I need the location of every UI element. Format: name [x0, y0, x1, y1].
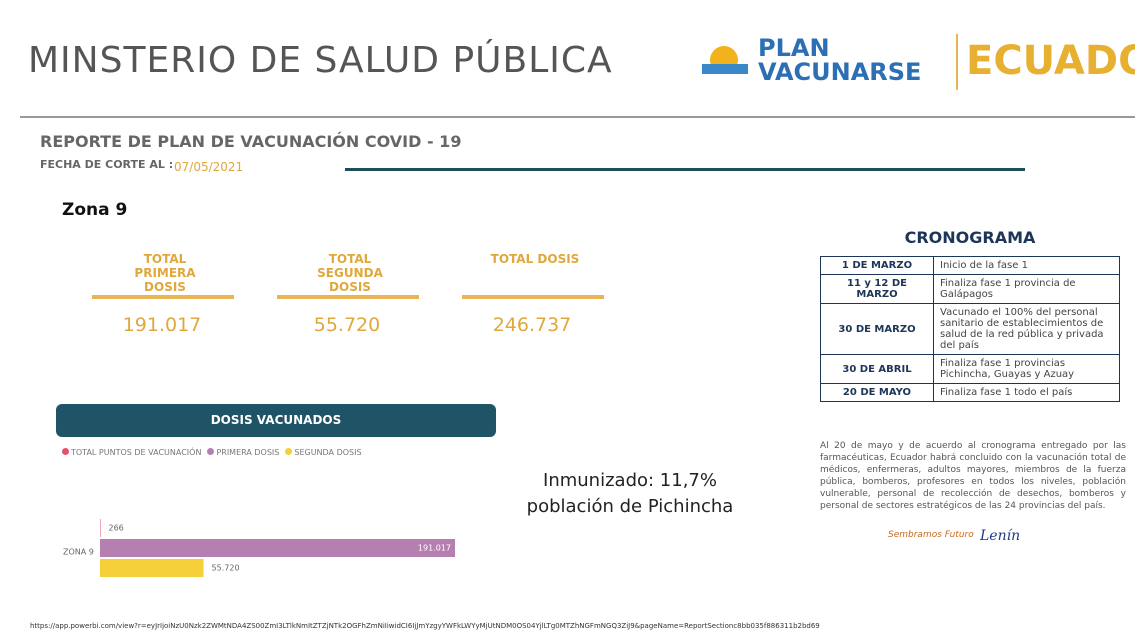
legend-label: PRIMERA DOSIS [216, 448, 280, 457]
note: Inmunizado: 11,7% población de Pichincha [515, 468, 745, 520]
schedule-table: 1 DE MARZO Inicio de la fase 1 11 y 12 DE … [820, 256, 1120, 402]
bar [100, 519, 101, 537]
report-title: REPORTE DE PLAN DE VACUNACIÓN COVID - 19 [40, 132, 462, 151]
kpi-value: 55.720 [313, 314, 381, 336]
kpi-value: 191.017 [122, 314, 202, 336]
chart: ZONA 9 266 191.017 55.720 [63, 519, 455, 577]
schedule-desc: Inicio de la fase 1 [933, 256, 1120, 275]
kpi-label: TOTAL SEGUNDA DOSIS [317, 252, 383, 294]
divider [956, 34, 958, 90]
logo-sembramos: Sembramos Futuro [888, 530, 974, 540]
schedule-date: 30 DE MARZO [820, 303, 934, 355]
rule [20, 116, 1135, 118]
schedule-date: 11 y 12 DE MARZO [820, 274, 934, 304]
bar [100, 559, 204, 577]
schedule-title: CRONOGRAMA [904, 228, 1036, 247]
schedule-row: 30 DE MARZO Vacunado el 100% del personal… [820, 303, 1120, 355]
note-line2: población de Pichincha [526, 496, 734, 517]
schedule-date: 20 DE MAYO [820, 383, 934, 402]
rule2 [345, 168, 1025, 171]
value-label: 191.017 [418, 544, 451, 553]
legend-dot [285, 448, 293, 455]
legend-dot [207, 448, 215, 455]
paragraph: Al 20 de mayo y de acuerdo al cronograma… [820, 441, 1126, 511]
schedule-date: 1 DE MARZO [820, 256, 934, 275]
schedule-desc: Finaliza fase 1 provincia de Galápagos [933, 274, 1120, 304]
ministry: MINSTERIO DE SALUD PÚBLICA [28, 40, 613, 81]
schedule-desc: Finaliza fase 1 provincias Pichincha, Gu… [933, 354, 1120, 384]
chart-title: DOSIS VACUNADOS [56, 404, 496, 437]
schedule-row: 1 DE MARZO Inicio de la fase 1 [820, 256, 1120, 275]
logo-line1: PLAN [758, 34, 830, 62]
category-label: ZONA 9 [63, 548, 94, 557]
schedule-date: 30 DE ABRIL [820, 354, 934, 384]
legend-label: TOTAL PUNTOS DE VACUNACIÓN [71, 448, 202, 457]
legend-item: SEGUNDA DOSIS [285, 448, 362, 457]
kpi-label: TOTAL PRIMERA DOSIS [134, 252, 196, 294]
legend-item: TOTAL PUNTOS DE VACUNACIÓN [62, 448, 201, 457]
logo-line2: VACUNARSE [758, 58, 922, 86]
schedule-row: 20 DE MAYO Finaliza fase 1 todo el país [820, 383, 1120, 402]
schedule-row: 30 DE ABRIL Finaliza fase 1 provincias Pi… [820, 354, 1120, 384]
bar [100, 539, 455, 557]
kpi-rule [92, 295, 234, 299]
schedule-desc: Finaliza fase 1 todo el país [933, 383, 1120, 402]
schedule-row: 11 y 12 DE MARZO Finaliza fase 1 provinci… [820, 274, 1120, 304]
url: https://app.powerbi.com/view?r=eyJrIjoiN… [30, 622, 820, 630]
schedule-desc: Vacunado el 100% del personal sanitario … [933, 303, 1120, 355]
value-label: 266 [108, 524, 123, 533]
country: ECUADOR [966, 38, 1135, 84]
note-line1: Inmunizado: 11,7% [543, 470, 717, 491]
legend-label: SEGUNDA DOSIS [294, 448, 362, 457]
cutoff-label: FECHA DE CORTE AL : [40, 158, 174, 171]
kpi-rule [462, 295, 604, 299]
legend-dot [62, 448, 69, 455]
kpi-label: TOTAL DOSIS [490, 252, 580, 266]
logo-lenin: Lenín [980, 528, 1021, 544]
kpi-value: 246.737 [492, 314, 572, 336]
legend-item: PRIMERA DOSIS [207, 448, 279, 457]
cutoff-date: 07/05/2021 [174, 160, 244, 174]
value-label: 55.720 [212, 564, 240, 573]
zone: Zona 9 [62, 200, 128, 220]
sun-logo [702, 46, 748, 74]
kpi-rule [277, 295, 419, 299]
legend: TOTAL PUNTOS DE VACUNACIÓN PRIMERA DOSIS S… [62, 448, 362, 457]
